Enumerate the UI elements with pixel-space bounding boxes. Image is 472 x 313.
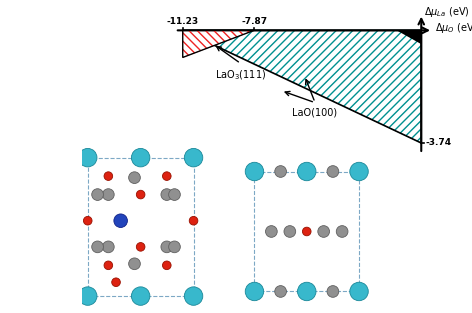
Circle shape (275, 166, 287, 177)
Circle shape (162, 172, 171, 180)
Circle shape (129, 172, 140, 183)
Circle shape (129, 258, 140, 269)
Circle shape (104, 261, 113, 269)
Circle shape (112, 278, 120, 286)
Text: -11.23: -11.23 (167, 18, 199, 26)
Circle shape (297, 282, 316, 301)
Circle shape (169, 241, 180, 253)
Circle shape (78, 148, 97, 167)
Circle shape (131, 287, 150, 305)
Circle shape (245, 162, 264, 181)
Circle shape (189, 216, 198, 225)
Circle shape (78, 287, 97, 305)
Text: $\Delta\mu_O$ (eV): $\Delta\mu_O$ (eV) (435, 21, 472, 35)
Circle shape (185, 148, 203, 167)
Circle shape (266, 226, 277, 237)
Circle shape (245, 282, 264, 301)
Circle shape (303, 227, 311, 236)
Circle shape (136, 243, 145, 251)
Circle shape (327, 166, 339, 177)
Text: -3.74: -3.74 (425, 138, 451, 147)
Circle shape (102, 241, 114, 253)
Circle shape (136, 190, 145, 199)
Circle shape (92, 241, 103, 253)
Circle shape (131, 148, 150, 167)
Polygon shape (183, 30, 254, 58)
Polygon shape (396, 30, 421, 44)
Circle shape (161, 189, 173, 200)
Circle shape (92, 189, 103, 200)
Circle shape (102, 189, 114, 200)
Circle shape (162, 261, 171, 269)
Circle shape (284, 226, 295, 237)
Text: LaO$_3$(111): LaO$_3$(111) (215, 68, 266, 82)
Circle shape (161, 241, 173, 253)
Circle shape (318, 226, 329, 237)
Circle shape (169, 189, 180, 200)
Circle shape (297, 162, 316, 181)
Circle shape (336, 226, 348, 237)
Circle shape (327, 286, 339, 297)
Text: $\Delta\mu_{La}$ (eV): $\Delta\mu_{La}$ (eV) (424, 5, 470, 19)
Text: LaO(100): LaO(100) (293, 107, 337, 117)
Circle shape (350, 162, 368, 181)
Circle shape (114, 214, 127, 228)
Circle shape (84, 216, 92, 225)
Circle shape (275, 286, 287, 297)
Circle shape (104, 172, 113, 180)
Text: -7.87: -7.87 (241, 18, 267, 26)
Circle shape (350, 282, 368, 301)
Circle shape (185, 287, 203, 305)
